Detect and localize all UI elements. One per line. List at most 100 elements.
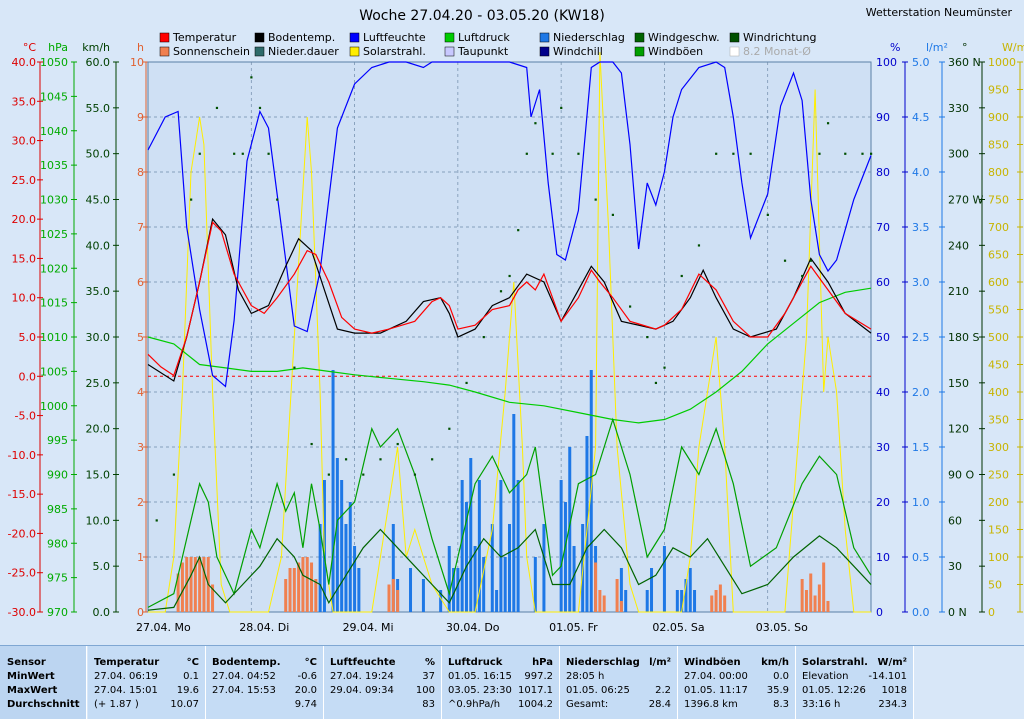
- tick-label-sun: 0: [137, 606, 144, 619]
- tick-label-sun: 6: [137, 276, 144, 289]
- tick-label-pressure: 970: [47, 606, 68, 619]
- tick-label-temp: -30.0: [8, 606, 36, 619]
- tick-label-direction: 30: [948, 560, 962, 573]
- tick-label-temp: 15.0: [12, 252, 37, 265]
- stats-avg-value: 83: [422, 699, 435, 710]
- bar-precipitation: [331, 370, 335, 612]
- bar-sunshine: [826, 601, 830, 612]
- stats-min-time: 28:05 h: [566, 671, 605, 682]
- point-wind-direction: [560, 106, 563, 110]
- bar-sunshine: [598, 590, 602, 612]
- stats-label-min: MinWert: [7, 671, 55, 682]
- bar-sunshine: [189, 557, 193, 612]
- axis-unit-solar: W/m²: [1002, 41, 1024, 54]
- tick-label-humidity: 80: [876, 166, 890, 179]
- bar-sunshine: [301, 557, 305, 612]
- tick-label-rain: 0.5: [912, 551, 930, 564]
- stats-min-value: 997.2: [524, 671, 553, 682]
- day-label: 30.04. Do: [446, 621, 500, 634]
- point-wind-direction: [551, 152, 554, 155]
- tick-label-temp: -10.0: [8, 449, 36, 462]
- bar-sunshine: [817, 584, 821, 612]
- day-label: 03.05. So: [756, 621, 808, 634]
- tick-label-solar: 900: [988, 111, 1009, 124]
- stats-avg-note: Gesamt:: [566, 699, 609, 710]
- tick-label-direction: 60: [948, 514, 962, 527]
- bar-sunshine: [198, 557, 202, 612]
- tick-label-humidity: 50: [876, 331, 890, 344]
- day-label: 28.04. Di: [239, 621, 289, 634]
- bar-precipitation: [357, 568, 361, 612]
- stats-header: Luftdruck: [448, 657, 503, 668]
- tick-label-rain: 4.0: [912, 166, 930, 179]
- tick-label-pressure: 1000: [40, 400, 68, 413]
- stats-avg-value: 234.3: [878, 699, 907, 710]
- bar-precipitation: [340, 480, 344, 612]
- stats-column: Temperatur °C 27.04. 06:19 0.1 27.04. 15:01 1…: [88, 646, 206, 719]
- bar-precipitation: [344, 524, 348, 612]
- bar-precipitation: [421, 579, 425, 612]
- stats-avg-value: 10.07: [170, 699, 199, 710]
- point-wind-direction: [749, 152, 752, 155]
- bar-precipitation: [650, 568, 654, 612]
- bar-precipitation: [452, 568, 456, 612]
- point-wind-direction: [809, 259, 812, 262]
- tick-label-rain: 1.5: [912, 441, 930, 454]
- tick-label-solar: 750: [988, 194, 1009, 207]
- tick-label-humidity: 60: [876, 276, 890, 289]
- point-wind-direction: [431, 458, 434, 461]
- stats-header: Luftfeuchte: [330, 657, 396, 668]
- tick-label-solar: 350: [988, 414, 1009, 427]
- point-wind-direction: [611, 213, 614, 216]
- tick-label-temp: -5.0: [15, 410, 36, 423]
- point-wind-direction: [594, 198, 597, 201]
- point-wind-direction: [233, 152, 236, 155]
- tick-label-humidity: 0: [876, 606, 883, 619]
- stats-max-time: 29.04. 09:34: [330, 685, 394, 696]
- bar-precipitation: [563, 502, 567, 612]
- tick-label-wind: 5.0: [93, 560, 111, 573]
- point-wind-direction: [663, 366, 666, 369]
- tick-label-pressure: 1020: [40, 262, 68, 275]
- legend-swatch: [729, 32, 740, 43]
- point-wind-direction: [276, 198, 279, 201]
- stats-max-value: 20.0: [294, 685, 317, 696]
- bar-sunshine: [305, 557, 309, 612]
- tick-label-pressure: 1045: [40, 90, 68, 103]
- stats-unit: l/m²: [649, 657, 671, 668]
- legend-label: Luftdruck: [458, 31, 510, 44]
- stats-column: Windböen km/h 27.04. 00:00 0.0 01.05. 11:17 3…: [678, 646, 796, 719]
- tick-label-wind: 30.0: [86, 331, 111, 344]
- chart-title: Woche 27.04.20 - 03.05.20 (KW18): [359, 8, 605, 24]
- bar-sunshine: [292, 568, 296, 612]
- tick-label-solar: 200: [988, 496, 1009, 509]
- legend-swatch: [539, 32, 550, 43]
- tick-label-wind: 40.0: [86, 239, 111, 252]
- tick-label-pressure: 1050: [40, 56, 68, 69]
- point-wind-direction: [534, 122, 537, 125]
- point-wind-direction: [818, 152, 821, 155]
- tick-label-pressure: 985: [47, 503, 68, 516]
- tick-label-direction: 90 O: [948, 469, 974, 482]
- tick-label-solar: 400: [988, 386, 1009, 399]
- tick-label-wind: 0.0: [93, 606, 111, 619]
- stats-unit: %: [424, 657, 435, 668]
- legend-label: Solarstrahl.: [363, 45, 426, 58]
- tick-label-solar: 450: [988, 359, 1009, 372]
- bar-sunshine: [211, 584, 215, 612]
- tick-label-wind: 60.0: [86, 56, 111, 69]
- stats-max-value: 19.6: [176, 685, 199, 696]
- stats-header: Windböen: [684, 657, 741, 668]
- tick-label-solar: 850: [988, 139, 1009, 152]
- bar-sunshine: [310, 562, 314, 612]
- point-wind-direction: [293, 366, 296, 369]
- stats-min-time: 01.05. 16:15: [448, 671, 512, 682]
- tick-label-temp: -20.0: [8, 527, 36, 540]
- legend-swatch: [634, 46, 645, 57]
- bar-sunshine: [615, 579, 619, 612]
- stats-unit: km/h: [761, 657, 789, 668]
- bar-precipitation: [512, 414, 516, 612]
- bar-sunshine: [822, 562, 826, 612]
- line-windböen: [147, 417, 872, 608]
- point-wind-direction: [155, 519, 158, 522]
